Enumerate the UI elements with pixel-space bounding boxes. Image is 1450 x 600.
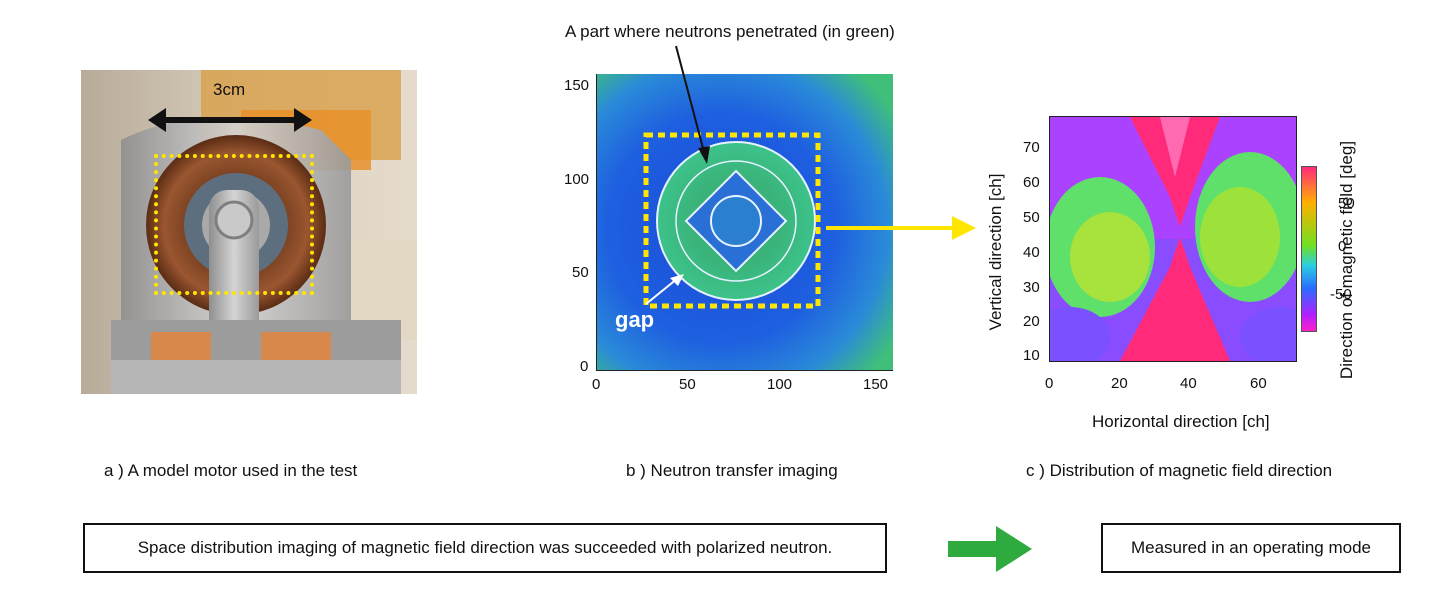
y-tick-b: 0 bbox=[580, 358, 589, 375]
neutron-image bbox=[597, 74, 893, 370]
x-tick-b: 100 bbox=[767, 376, 793, 393]
x-tick-b: 50 bbox=[679, 376, 696, 393]
axis-b-bottom bbox=[596, 370, 893, 371]
y-tick-c: 40 bbox=[1023, 244, 1040, 261]
annotation-arrow bbox=[675, 45, 710, 164]
yellow-arrow bbox=[826, 216, 976, 240]
y-tick-c: 60 bbox=[1023, 174, 1040, 191]
x-tick-c: 40 bbox=[1180, 375, 1197, 392]
annotation-label: A part where neutrons penetrated (in gre… bbox=[565, 22, 895, 41]
caption-b: b ) Neutron transfer imaging bbox=[626, 461, 838, 480]
gap-arrow bbox=[645, 274, 684, 305]
y-tick-b: 150 bbox=[564, 77, 590, 94]
axis-b-left bbox=[596, 74, 597, 371]
motor-photo bbox=[81, 70, 417, 394]
x-tick-c: 60 bbox=[1250, 375, 1267, 392]
x-axis-label-c: Horizontal direction [ch] bbox=[1092, 412, 1270, 431]
gap-label: gap bbox=[615, 307, 655, 332]
neutron-image-drawing bbox=[597, 74, 893, 370]
colorbar-tick: 50 bbox=[1338, 195, 1355, 212]
mode-box: Measured in an operating mode bbox=[1101, 523, 1401, 573]
summary-box: Space distribution imaging of magnetic f… bbox=[83, 523, 887, 573]
colorbar-label: Direction of magnetic field [deg] bbox=[1337, 140, 1356, 380]
x-tick-b: 150 bbox=[863, 376, 889, 393]
colorbar-tick: -50 bbox=[1330, 286, 1352, 303]
caption-c: c ) Distribution of magnetic field direc… bbox=[1026, 461, 1333, 480]
green-arrow bbox=[948, 526, 1032, 572]
x-tick-c: 0 bbox=[1045, 375, 1054, 392]
motor-photo-drawing bbox=[81, 70, 417, 394]
highlight-box-a bbox=[154, 154, 314, 295]
x-tick-b: 0 bbox=[592, 376, 601, 393]
x-tick-c: 20 bbox=[1111, 375, 1128, 392]
colorbar bbox=[1301, 166, 1317, 332]
y-axis-label-c: Vertical direction [ch] bbox=[986, 173, 1005, 331]
dimension-arrow bbox=[148, 108, 312, 132]
dimension-label: 3cm bbox=[213, 80, 246, 99]
y-tick-c: 50 bbox=[1023, 209, 1040, 226]
y-tick-b: 100 bbox=[564, 171, 590, 188]
y-tick-c: 10 bbox=[1023, 347, 1040, 364]
y-tick-b: 50 bbox=[572, 264, 589, 281]
y-tick-c: 20 bbox=[1023, 313, 1040, 330]
caption-a: a ) A model motor used in the test bbox=[104, 461, 358, 480]
colorbar-tick: 0 bbox=[1338, 238, 1347, 255]
axis-c-frame bbox=[1049, 116, 1297, 362]
y-tick-c: 30 bbox=[1023, 279, 1040, 296]
y-tick-c: 70 bbox=[1023, 139, 1040, 156]
